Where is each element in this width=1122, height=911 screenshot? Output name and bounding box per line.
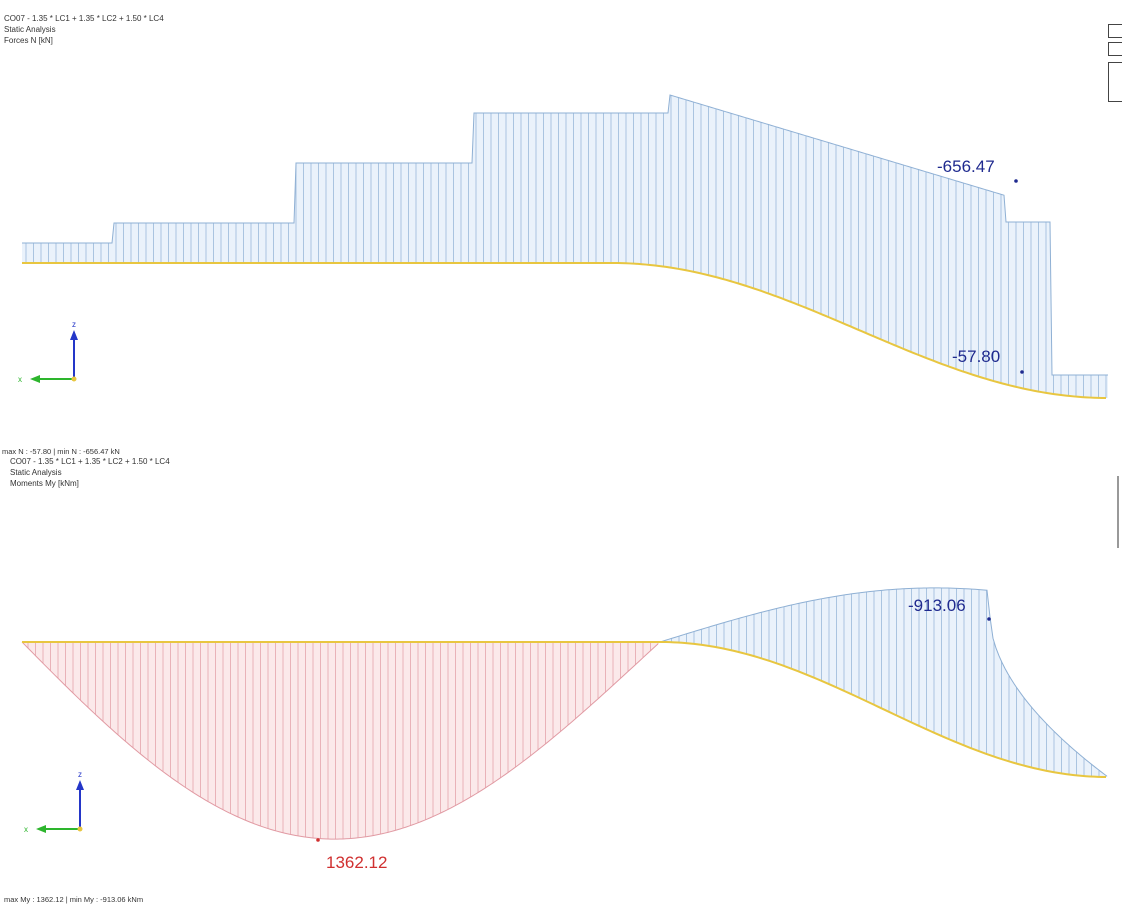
top-diagram-footer: max N : -57.80 | min N : -656.47 kN (2, 447, 120, 456)
x-axis-head-bottom (36, 825, 46, 833)
bottom-diagram-header: CO07 - 1.35 * LC1 + 1.35 * LC2 + 1.50 * … (10, 456, 170, 489)
bottom-combination-label: CO07 - 1.35 * LC1 + 1.35 * LC2 + 1.50 * … (10, 457, 170, 466)
z-axis-label-top: z (72, 320, 76, 329)
z-axis-head-top (70, 330, 78, 340)
moment-positive-outline (21, 641, 659, 840)
panel-box-2[interactable] (1108, 42, 1122, 56)
bottom-result-label: Moments My [kNm] (10, 479, 79, 488)
z-axis-head-bottom (76, 780, 84, 790)
normal-force-diagram: -656.47 -57.80 (22, 94, 1108, 399)
bottom-analysis-label: Static Analysis (10, 468, 62, 477)
normal-force-fill (22, 95, 1108, 398)
bending-moment-diagram: -913.06 1362.12 (21, 587, 1108, 872)
moment-negative-fill (660, 587, 1108, 777)
bottom-member-line (22, 641, 1107, 778)
z-axis-label-bottom: z (78, 770, 82, 779)
top-member-line (22, 262, 1107, 399)
moment-negative-hatch (663, 587, 1100, 777)
axis-origin-bottom (77, 826, 83, 832)
x-axis-label-bottom: x (24, 825, 28, 834)
axis-origin-top (71, 376, 77, 382)
panel-box-3[interactable] (1108, 62, 1122, 102)
bottom-min-label: -913.06 (908, 596, 966, 615)
top-max-marker (1020, 370, 1024, 374)
top-analysis-label: Static Analysis (4, 25, 56, 34)
panel-edge-bar (1117, 476, 1119, 548)
top-result-label: Forces N [kN] (4, 36, 53, 45)
moment-positive-hatch (27, 642, 659, 840)
top-min-label: -656.47 (937, 157, 995, 176)
bottom-max-label: 1362.12 (326, 853, 387, 872)
x-axis-head-top (30, 375, 40, 383)
panel-box-1[interactable] (1108, 24, 1122, 38)
moment-negative-outline (659, 587, 1108, 777)
bottom-min-marker (987, 617, 991, 621)
top-min-marker (1014, 179, 1018, 183)
top-diagram-header: CO07 - 1.35 * LC1 + 1.35 * LC2 + 1.50 * … (4, 13, 164, 46)
x-axis-label-top: x (18, 375, 22, 384)
bottom-diagram-footer: max My : 1362.12 | min My : -913.06 kNm (4, 895, 144, 904)
normal-force-outline (22, 94, 1108, 376)
top-combination-label: CO07 - 1.35 * LC1 + 1.35 * LC2 + 1.50 * … (4, 14, 164, 23)
axis-triad-top: z x (18, 320, 78, 384)
normal-force-hatch (25, 95, 1107, 398)
axis-triad-bottom: z x (24, 770, 84, 834)
top-max-label: -57.80 (952, 347, 1000, 366)
bottom-max-marker (316, 838, 320, 842)
